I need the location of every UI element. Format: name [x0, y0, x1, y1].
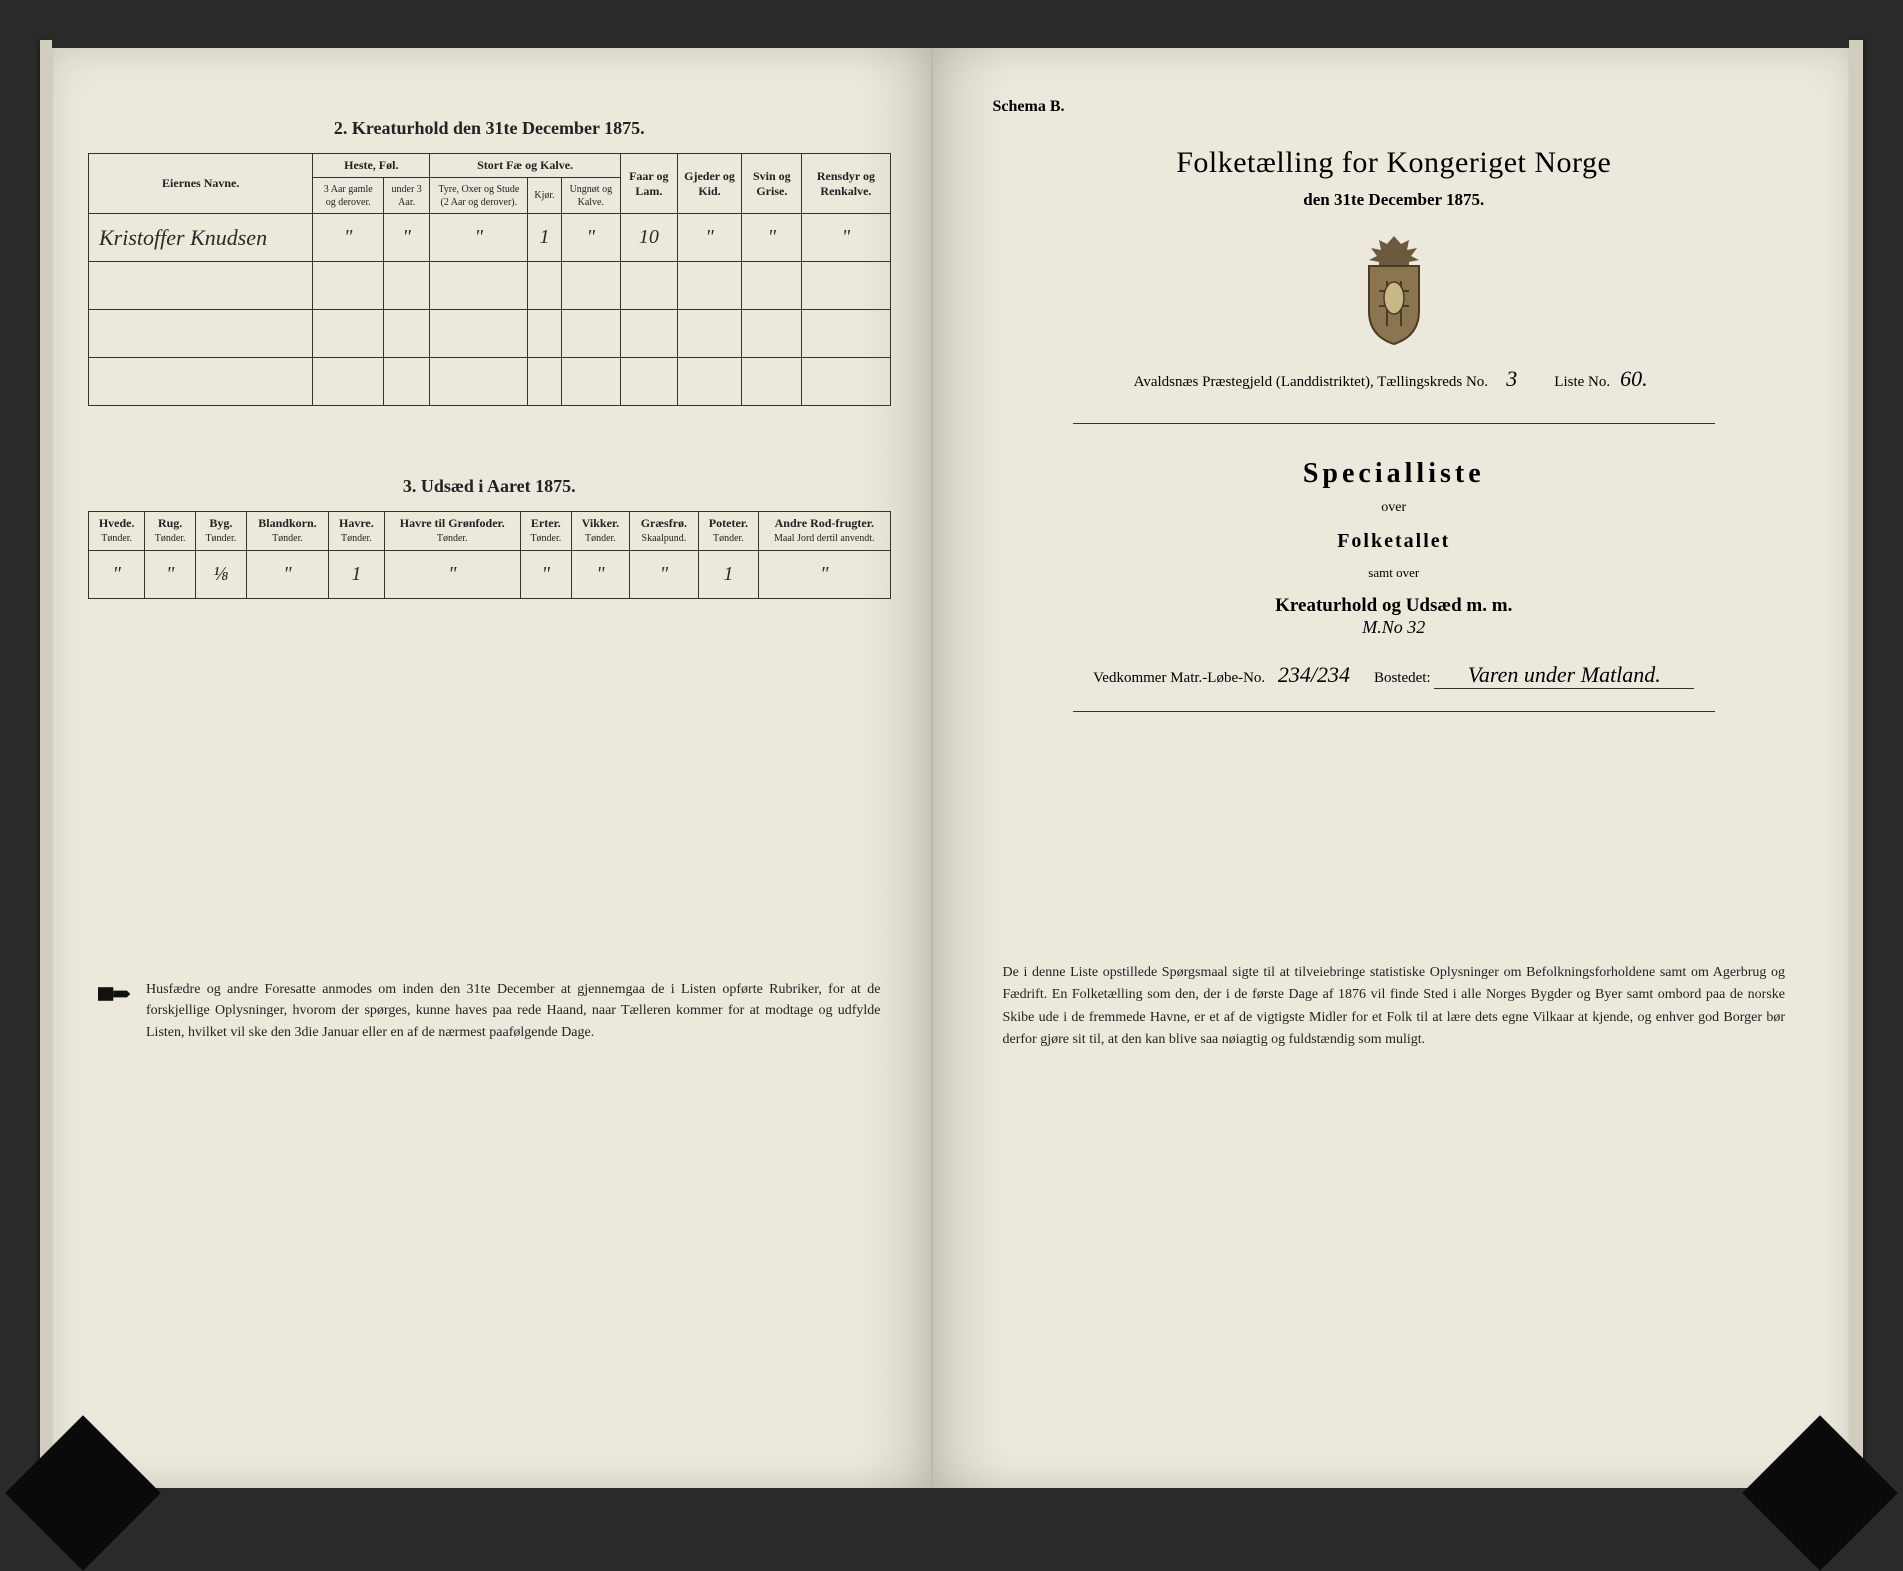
c1: Hvede.Tønder. [89, 512, 145, 551]
samt-label: samt over [993, 565, 1796, 581]
c4: Blandkorn.Tønder. [246, 512, 329, 551]
cell: " [384, 550, 521, 598]
col-s3: Ungnøt og Kalve. [561, 178, 620, 214]
c10: Poteter.Tønder. [698, 512, 758, 551]
col-gjed: Gjeder og Kid. [677, 154, 742, 214]
table-row-empty [89, 310, 891, 358]
specialliste-heading: Specialliste [993, 458, 1796, 490]
right-footnote: De i denne Liste opstillede Spørgsmaal s… [993, 962, 1796, 1052]
c3: Byg.Tønder. [196, 512, 247, 551]
c2: Rug.Tønder. [145, 512, 196, 551]
cell: " [759, 550, 890, 598]
cell: " [246, 550, 329, 598]
cell: " [677, 214, 742, 262]
cell: " [384, 214, 430, 262]
kreatur-heading: Kreaturhold og Udsæd m. m. [993, 595, 1796, 617]
cell: " [802, 214, 890, 262]
left-page: 2. Kreaturhold den 31te December 1875. E… [48, 48, 933, 1488]
group-stort: Stort Fæ og Kalve. [430, 154, 621, 178]
cell: 1 [698, 550, 758, 598]
bosted-label: Bostedet: [1374, 670, 1431, 686]
page-stack-left [40, 40, 52, 1496]
cell: " [571, 550, 629, 598]
liste-no: 60. [1614, 366, 1654, 393]
page-stack-right [1849, 40, 1863, 1496]
c7: Erter.Tønder. [521, 512, 572, 551]
cell: 1 [528, 214, 561, 262]
c9: Græsfrø.Skaalpund. [630, 512, 699, 551]
col-s2: Kjør. [528, 178, 561, 214]
c8: Vikker.Tønder. [571, 512, 629, 551]
section3-title: 3. Udsæd i Aaret 1875. [88, 476, 891, 497]
cell: " [313, 214, 384, 262]
col-h1: 3 Aar gamle og derover. [313, 178, 384, 214]
scanner-clip-icon [5, 1415, 161, 1571]
mno-annotation: M.No 32 [993, 617, 1796, 638]
over-label: over [993, 500, 1796, 516]
c6: Havre til Grønfoder.Tønder. [384, 512, 521, 551]
cell: " [89, 550, 145, 598]
cell: " [145, 550, 196, 598]
coat-of-arms-icon [1349, 236, 1439, 346]
cell: 10 [620, 214, 677, 262]
group-heste: Heste, Føl. [313, 154, 430, 178]
folketallet-heading: Folketallet [993, 530, 1796, 553]
district-line: Avaldsnæs Præstegjeld (Landdistriktet), … [993, 366, 1796, 393]
section2-title: 2. Kreaturhold den 31te December 1875. [88, 118, 891, 139]
cell: " [561, 214, 620, 262]
owner-name: Kristoffer Knudsen [89, 214, 313, 262]
right-page: Schema B. Folketælling for Kongeriget No… [933, 48, 1856, 1488]
pointing-hand-icon [98, 982, 132, 1006]
cell: " [742, 214, 802, 262]
schema-label: Schema B. [993, 98, 1796, 116]
cell: 1 [329, 550, 384, 598]
kreds-no: 3 [1492, 366, 1532, 393]
left-footnote: Husfædre og andre Foresatte anmodes om i… [88, 979, 891, 1044]
census-subtitle: den 31te December 1875. [993, 190, 1796, 210]
col-svin: Svin og Grise. [742, 154, 802, 214]
col-h2: under 3 Aar. [384, 178, 430, 214]
matr-no: 234/234 [1269, 662, 1359, 689]
divider [1073, 423, 1716, 424]
cell: " [630, 550, 699, 598]
udsaed-table: Hvede.Tønder. Rug.Tønder. Byg.Tønder. Bl… [88, 511, 891, 599]
footnote-text: Husfædre og andre Foresatte anmodes om i… [146, 979, 881, 1044]
cell: " [430, 214, 528, 262]
bosted-value: Varen under Matland. [1434, 662, 1694, 689]
c11: Andre Rod-frugter.Maal Jord dertil anven… [759, 512, 890, 551]
col-faar: Faar og Lam. [620, 154, 677, 214]
col-eier: Eiernes Navne. [89, 154, 313, 214]
vedkommer-pre: Vedkommer Matr.-Løbe-No. [1093, 670, 1265, 686]
table-row-empty [89, 358, 891, 406]
divider [1073, 711, 1716, 712]
kreaturhold-table: Eiernes Navne. Heste, Føl. Stort Fæ og K… [88, 153, 891, 406]
cell: ⅛ [196, 550, 247, 598]
col-ren: Rensdyr og Renkalve. [802, 154, 890, 214]
col-s1: Tyre, Oxer og Stude (2 Aar og derover). [430, 178, 528, 214]
vedkommer-line: Vedkommer Matr.-Løbe-No. 234/234 Bostede… [993, 662, 1796, 689]
district-prefix: Avaldsnæs Præstegjeld (Landdistriktet), … [1134, 374, 1488, 390]
scanner-clip-icon [1742, 1415, 1898, 1571]
census-title: Folketælling for Kongeriget Norge [993, 146, 1796, 180]
liste-label: Liste No. [1554, 374, 1610, 390]
table-row: Kristoffer Knudsen " " " 1 " 10 " " " [89, 214, 891, 262]
book-spread: 2. Kreaturhold den 31te December 1875. E… [48, 48, 1855, 1488]
c5: Havre.Tønder. [329, 512, 384, 551]
table-row: " " ⅛ " 1 " " " " 1 " [89, 550, 891, 598]
cell: " [521, 550, 572, 598]
table-row-empty [89, 262, 891, 310]
